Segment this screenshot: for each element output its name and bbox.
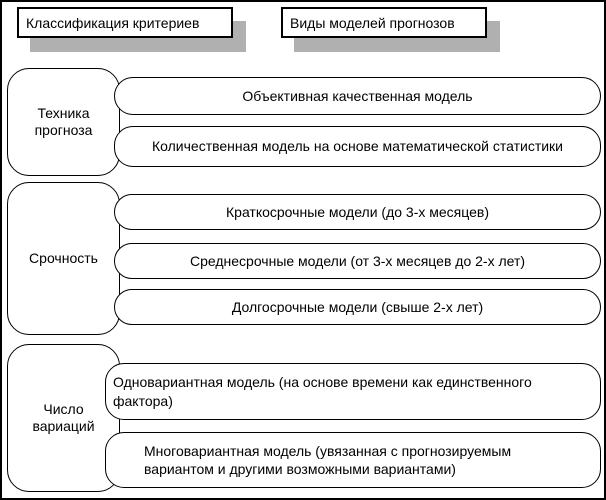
model-box-long-term: Долгосрочные модели (свыше 2-х лет): [114, 289, 601, 325]
model-box-objective-qualitative: Объективная качественная модель: [114, 77, 601, 115]
model-box-medium-term: Среднесрочные модели (от 3-х месяцев до …: [114, 243, 601, 279]
model-box-multi-variant: Многовариантная модель (увязанная с прог…: [105, 432, 601, 488]
model-box-short-term: Краткосрочные модели (до 3-х месяцев): [114, 194, 601, 230]
criterion-box-number-of-variations: Число вариаций: [7, 344, 120, 492]
model-box-single-variant: Одновариантная модель (на основе времени…: [105, 363, 601, 420]
criterion-box-forecast-technique: Техника прогноза: [7, 68, 120, 176]
criterion-box-urgency: Срочность: [7, 182, 120, 335]
header-forecast-model-types: Виды моделей прогнозов: [281, 7, 487, 38]
model-box-quantitative-statistics: Количественная модель на основе математи…: [114, 126, 601, 167]
header-classification-criteria: Классификация критериев: [17, 7, 233, 38]
